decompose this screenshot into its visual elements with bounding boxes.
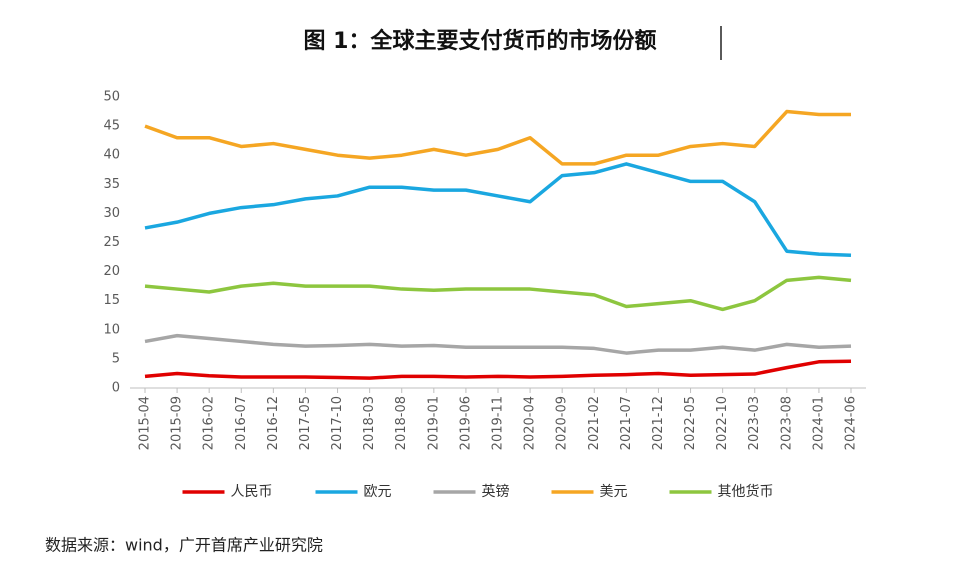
x-tick-label: 2016-07	[234, 396, 249, 450]
y-tick-label: 45	[103, 119, 120, 134]
x-tick-label: 2024-01	[811, 396, 826, 450]
y-tick-label: 50	[103, 90, 120, 105]
y-tick-label: 0	[112, 381, 120, 396]
legend-label: 美元	[600, 484, 628, 500]
y-tick-label: 10	[103, 322, 120, 337]
y-tick-label: 30	[103, 206, 120, 221]
x-tick-label: 2019-06	[458, 396, 473, 450]
x-tick-label: 2019-01	[426, 396, 441, 450]
x-tick-label: 2021-02	[587, 396, 602, 450]
y-tick-label: 20	[103, 264, 120, 279]
chart-title: 图 1：全球主要支付货币的市场份额	[304, 28, 657, 54]
legend-label: 欧元	[364, 484, 392, 500]
x-tick-label: 2016-12	[266, 396, 281, 450]
x-tick-label: 2021-07	[619, 396, 634, 450]
source-note: 数据来源：wind，广开首席产业研究院	[45, 536, 323, 555]
legend-label: 其他货币	[718, 483, 774, 500]
x-tick-label: 2018-03	[362, 396, 377, 450]
x-tick-label: 2016-02	[202, 396, 217, 450]
y-tick-label: 5	[112, 351, 120, 366]
series-line	[144, 162, 852, 258]
series-line	[144, 359, 852, 380]
x-tick-label: 2020-04	[523, 396, 538, 450]
x-tick-label: 2024-06	[844, 396, 859, 450]
y-tick-label: 40	[103, 148, 120, 163]
series-line	[144, 109, 851, 166]
x-tick-label: 2020-09	[555, 396, 570, 450]
x-tick-label: 2017-10	[330, 396, 345, 450]
x-tick-label: 2022-05	[683, 396, 698, 450]
y-tick-label: 15	[103, 293, 120, 308]
x-tick-label: 2022-10	[715, 396, 730, 450]
series-line	[144, 333, 852, 355]
x-tick-label: 2015-09	[170, 396, 185, 450]
x-tick-label: 2017-05	[298, 396, 313, 450]
x-tick-label: 2015-04	[138, 396, 153, 450]
series-line	[144, 275, 852, 312]
x-tick-label: 2023-08	[779, 396, 794, 450]
legend-label: 英镑	[482, 483, 510, 500]
y-tick-label: 35	[103, 177, 120, 192]
legend-label: 人民币	[231, 484, 273, 500]
y-tick-label: 25	[103, 235, 120, 250]
x-tick-label: 2018-08	[394, 396, 409, 450]
x-tick-label: 2021-12	[651, 396, 666, 450]
x-tick-label: 2023-03	[747, 396, 762, 450]
x-tick-label: 2019-11	[491, 396, 506, 450]
